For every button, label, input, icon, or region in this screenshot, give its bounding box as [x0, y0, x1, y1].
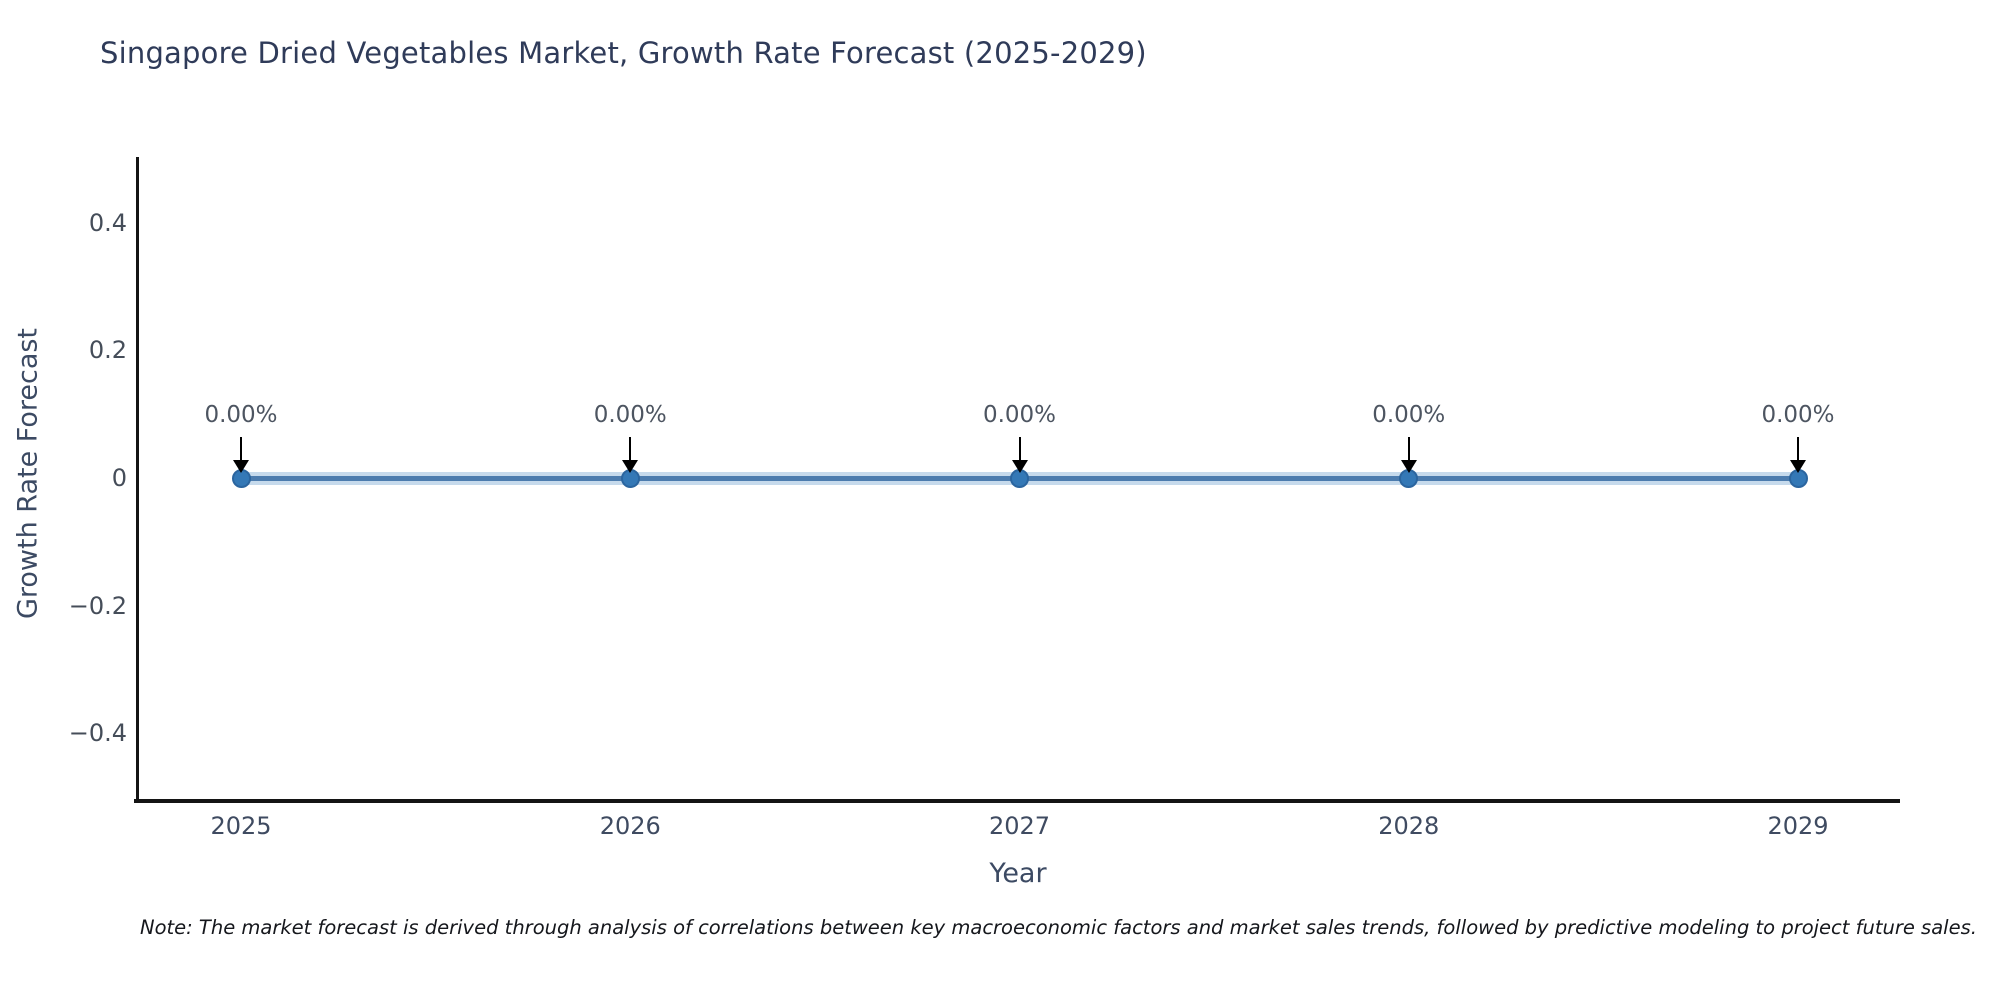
footnote-text: Note: The market forecast is derived thr…	[140, 916, 1977, 939]
x-tick-label: 2029	[1767, 812, 1829, 840]
y-tick-label: 0.2	[88, 336, 127, 365]
annotation-arrow-stem	[240, 437, 242, 461]
annotation-arrow-head	[1790, 460, 1806, 473]
chart-title: Singapore Dried Vegetables Market, Growt…	[100, 36, 1147, 70]
point-value-label: 0.00%	[982, 402, 1057, 428]
annotation-arrow-head	[622, 460, 639, 473]
x-axis-title: Year	[989, 858, 1047, 889]
y-tick-label: −0.2	[68, 591, 127, 620]
point-value-label: 0.00%	[1761, 402, 1835, 428]
annotation-arrow-head	[1400, 460, 1417, 473]
x-tick-label: 2028	[1378, 812, 1440, 840]
annotation-arrow-stem	[1797, 437, 1799, 461]
y-tick-label: 0.4	[88, 208, 127, 237]
x-tick-label: 2025	[210, 812, 272, 840]
y-axis-spine	[136, 157, 139, 803]
point-value-label: 0.00%	[204, 402, 278, 428]
annotation-arrow-head	[233, 460, 249, 473]
x-tick-label: 2027	[988, 812, 1051, 840]
annotation-arrow-stem	[1018, 437, 1021, 461]
annotation-arrow-stem	[629, 437, 632, 461]
x-tick-label: 2026	[599, 812, 661, 840]
y-tick-label: 0	[111, 464, 127, 492]
x-axis-spine	[134, 799, 1900, 803]
annotation-arrow-stem	[1407, 437, 1410, 461]
point-value-label: 0.00%	[1372, 402, 1446, 428]
y-tick-label: −0.4	[68, 719, 127, 748]
annotation-arrow-head	[1011, 460, 1028, 473]
point-value-label: 0.00%	[593, 402, 667, 428]
